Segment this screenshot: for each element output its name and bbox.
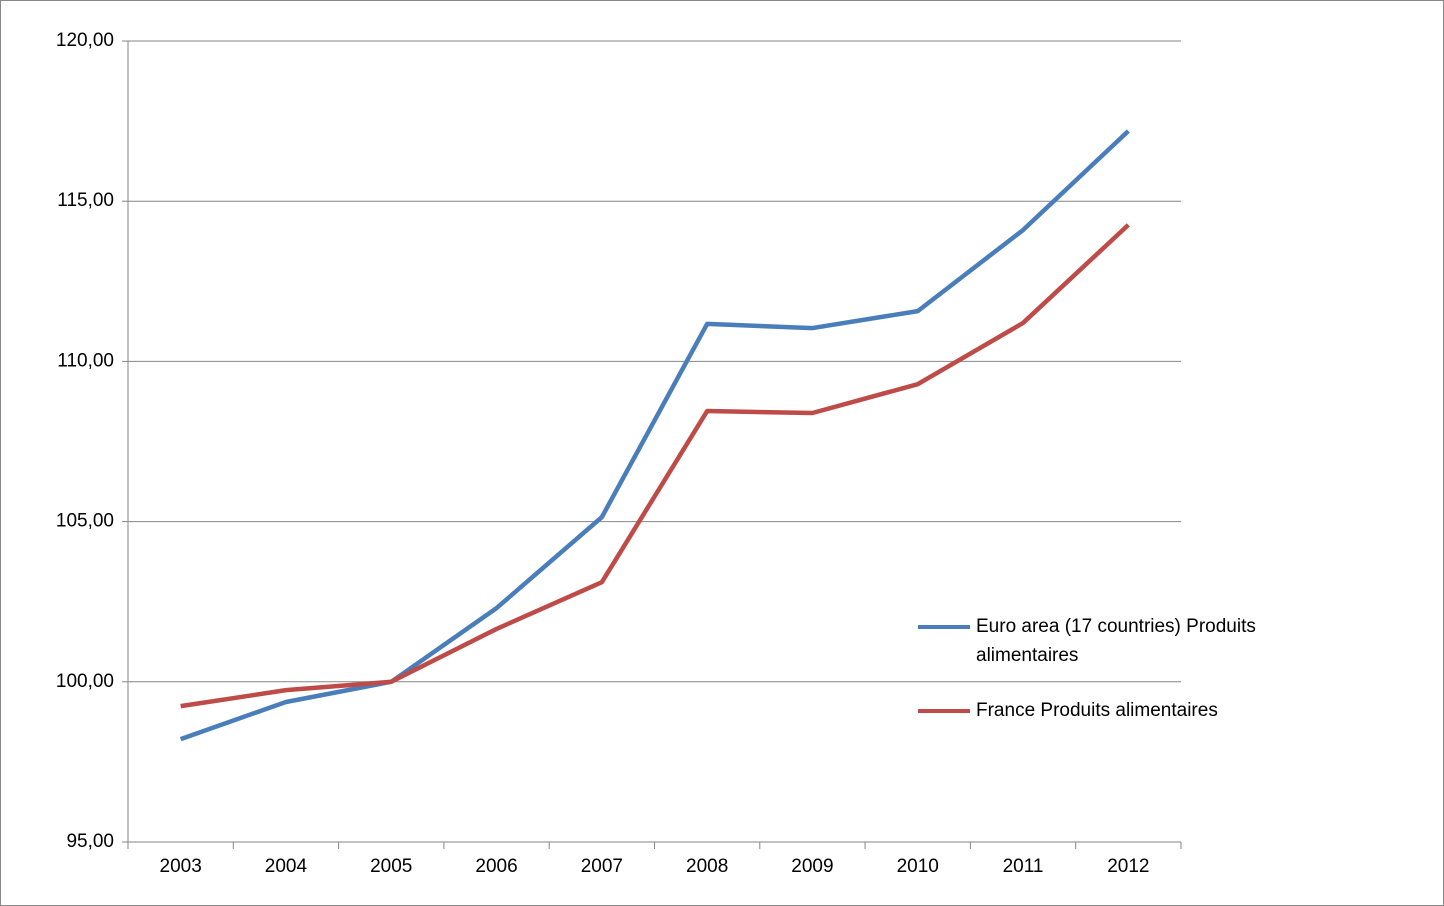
legend-entry: France Produits alimentaires	[918, 696, 1356, 725]
legend-entry: Euro area (17 countries) Produits alimen…	[918, 612, 1356, 670]
x-tick-label: 2010	[897, 856, 939, 877]
x-tick-label: 2007	[581, 856, 623, 877]
x-tick-label: 2011	[1003, 856, 1044, 877]
y-tick-label: 115,00	[57, 190, 114, 211]
series-line	[180, 223, 1130, 709]
x-tick-label: 2012	[1107, 856, 1149, 877]
x-tick-label: 2005	[370, 856, 412, 877]
y-tick-label: 95,00	[66, 831, 114, 852]
x-tick-label: 2006	[475, 856, 517, 877]
y-tick-label: 100,00	[56, 671, 114, 692]
x-tick-label: 2009	[791, 856, 833, 877]
x-tick-label: 2008	[686, 856, 728, 877]
y-tick-label: 105,00	[56, 511, 114, 532]
series-line	[179, 129, 1130, 742]
y-tick-label: 110,00	[57, 350, 114, 371]
x-tick-label: 2004	[265, 856, 308, 877]
y-tick-label: 120,00	[56, 30, 114, 51]
legend-label: Euro area (17 countries) Produits alimen…	[976, 616, 1256, 666]
x-tick-label: 2003	[160, 856, 202, 877]
legend-swatch	[918, 625, 970, 629]
legend-label: France Produits alimentaires	[976, 700, 1218, 721]
legend-swatch	[918, 709, 970, 713]
